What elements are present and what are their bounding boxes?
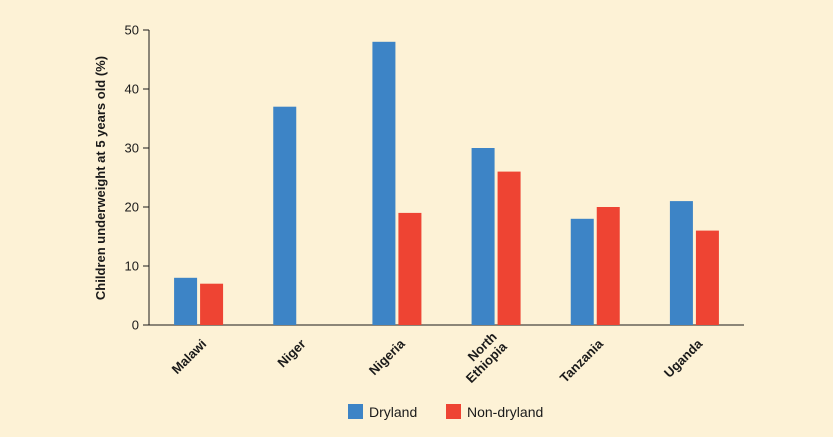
category-labels: Malawi Niger Nigeria NorthEthiopia Tanzania U… (169, 329, 706, 386)
bar-dryland-malawi (174, 277, 198, 325)
y-tick-label: 0 (132, 318, 139, 333)
bar-non-dryland-uganda (695, 230, 719, 325)
y-tick-label: 50 (125, 23, 139, 38)
x-category-label: Uganda (661, 336, 706, 381)
y-tick-label: 10 (125, 259, 139, 274)
x-category-label: Nigeria (366, 336, 408, 378)
legend-swatch-non-dryland (446, 404, 461, 419)
bar-non-dryland-north-ethiopia (497, 171, 521, 325)
legend-label-non-dryland: Non-dryland (467, 404, 543, 420)
legend-swatch-dryland (348, 404, 363, 419)
bar-dryland-tanzania (570, 218, 594, 325)
axes: 0 10 20 30 40 50 (125, 23, 744, 333)
bar-dryland-north-ethiopia (471, 148, 495, 325)
bar-dryland-uganda (669, 201, 693, 325)
bars (174, 41, 719, 326)
x-category-label: Tanzania (557, 336, 607, 386)
y-tick-label: 40 (125, 82, 139, 97)
bar-dryland-nigeria (372, 41, 396, 326)
legend-label-dryland: Dryland (369, 404, 417, 420)
y-tick-label: 30 (125, 141, 139, 156)
y-tick-label: 20 (125, 200, 139, 215)
y-axis-title: Children underweight at 5 years old (%) (93, 56, 108, 300)
x-category-label: Malawi (169, 336, 210, 377)
bar-non-dryland-tanzania (596, 207, 620, 325)
bar-dryland-niger (273, 106, 297, 325)
legend: Dryland Non-dryland (348, 404, 543, 420)
bar-non-dryland-nigeria (398, 212, 422, 325)
x-category-label: Niger (274, 336, 308, 370)
x-category-label: NorthEthiopia (453, 329, 510, 386)
bar-non-dryland-malawi (200, 283, 224, 325)
